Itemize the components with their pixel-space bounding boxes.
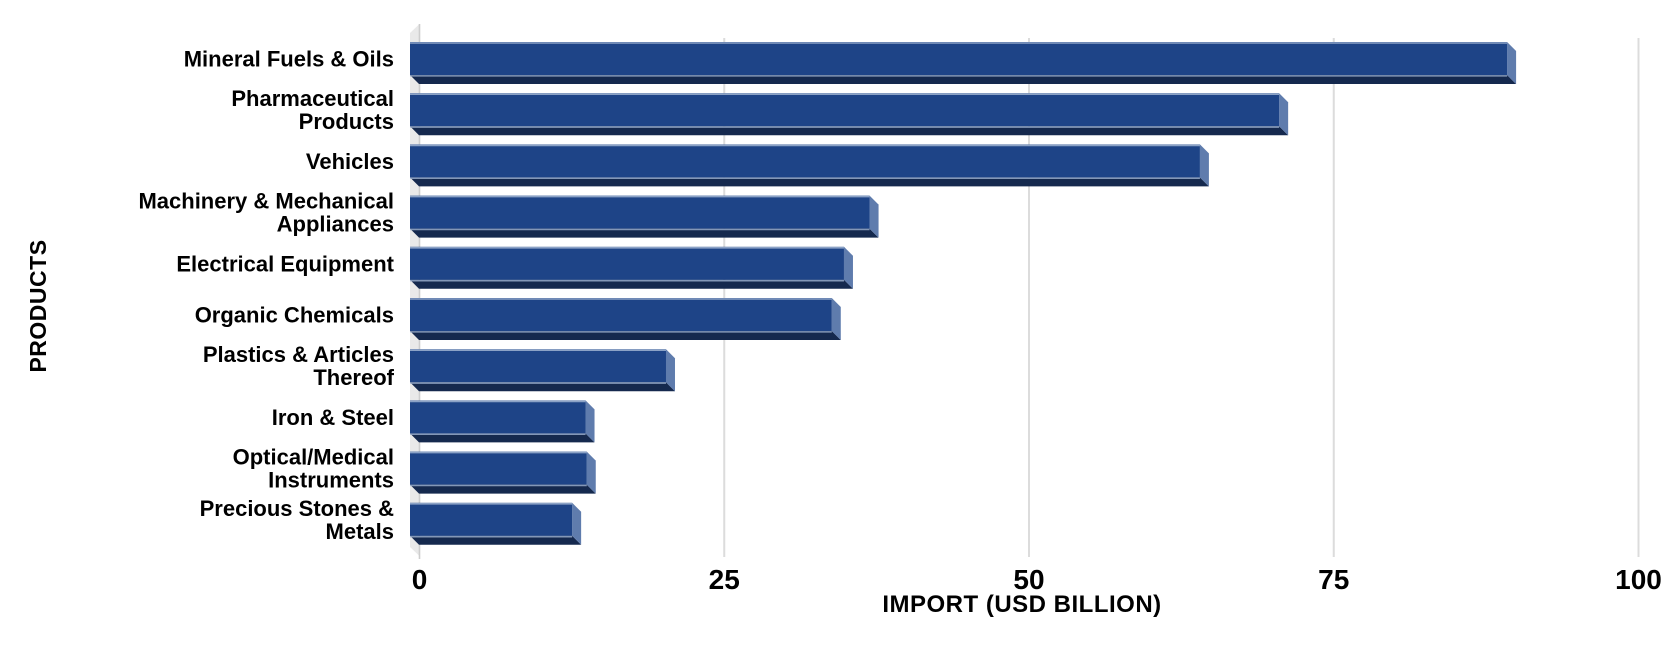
category-label: Appliances	[277, 212, 394, 237]
bar-front-face	[410, 144, 1200, 178]
bar-side-bevel	[665, 349, 675, 392]
bar	[410, 144, 1209, 187]
bar-side-bevel	[1279, 93, 1289, 136]
bar-side-bevel	[586, 451, 596, 494]
bar-front-face	[410, 195, 870, 229]
category-label: Products	[299, 109, 394, 134]
bar-front-face	[410, 451, 587, 485]
bar	[410, 42, 1517, 84]
category-label: Precious Stones &	[200, 496, 395, 521]
bar-front-face	[410, 246, 844, 280]
bar-bottom-bevel	[410, 228, 879, 238]
bar-front-face	[410, 502, 573, 536]
bar-bottom-bevel	[410, 279, 853, 289]
bar-bottom-bevel	[410, 126, 1289, 136]
bar-front-face	[410, 42, 1508, 75]
category-label: Plastics & Articles	[203, 342, 394, 367]
x-tick-label: 25	[709, 564, 740, 595]
category-label: Iron & Steel	[272, 405, 394, 430]
x-tick-label: 100	[1615, 564, 1662, 595]
bar-side-bevel	[1507, 42, 1517, 84]
bar-bottom-bevel	[410, 382, 675, 392]
x-tick-label: 50	[1013, 564, 1044, 595]
category-label: Optical/Medical	[233, 445, 394, 470]
bar-front-face	[410, 93, 1280, 127]
bars	[410, 42, 1517, 545]
bar-bottom-bevel	[410, 331, 841, 340]
bar-bottom-bevel	[410, 433, 595, 443]
bar	[410, 400, 595, 443]
category-label: Instruments	[268, 468, 394, 493]
bar	[410, 298, 841, 340]
category-label: Organic Chemicals	[195, 303, 394, 328]
category-label: Thereof	[313, 365, 394, 390]
category-label: Electrical Equipment	[176, 251, 394, 276]
bar-front-face	[410, 298, 832, 331]
bar-side-bevel	[1199, 144, 1209, 187]
bar-front-face	[410, 400, 586, 434]
bar-bottom-bevel	[410, 177, 1209, 187]
bar	[410, 349, 675, 392]
bar-front-face	[410, 349, 666, 383]
bar-bottom-bevel	[410, 75, 1517, 84]
x-tick-label: 0	[412, 564, 428, 595]
bar-side-bevel	[843, 246, 853, 289]
bar	[410, 246, 853, 289]
bar-bottom-bevel	[410, 484, 596, 494]
bar	[410, 93, 1289, 136]
category-label: Pharmaceutical	[231, 86, 394, 111]
bar	[410, 502, 582, 545]
category-label: Vehicles	[306, 149, 394, 174]
category-label: Machinery & Mechanical	[138, 189, 394, 214]
bar-side-bevel	[585, 400, 595, 443]
category-label: Mineral Fuels & Oils	[184, 47, 394, 72]
x-axis-tick-labels: 0 25 50 75 100	[412, 564, 1662, 595]
x-axis-title: IMPORT (USD BILLION)	[882, 591, 1161, 618]
x-tick-label: 75	[1318, 564, 1349, 595]
bar	[410, 195, 879, 238]
category-labels: Mineral Fuels & Oils PharmaceuticalProduc…	[138, 47, 394, 544]
bar-bottom-bevel	[410, 535, 582, 545]
bar-side-bevel	[831, 298, 841, 340]
bar-side-bevel	[869, 195, 879, 238]
bar	[410, 451, 596, 494]
y-axis-title: PRODUCTS	[25, 239, 51, 372]
category-label: Metals	[326, 519, 394, 544]
bar-side-bevel	[572, 502, 582, 545]
